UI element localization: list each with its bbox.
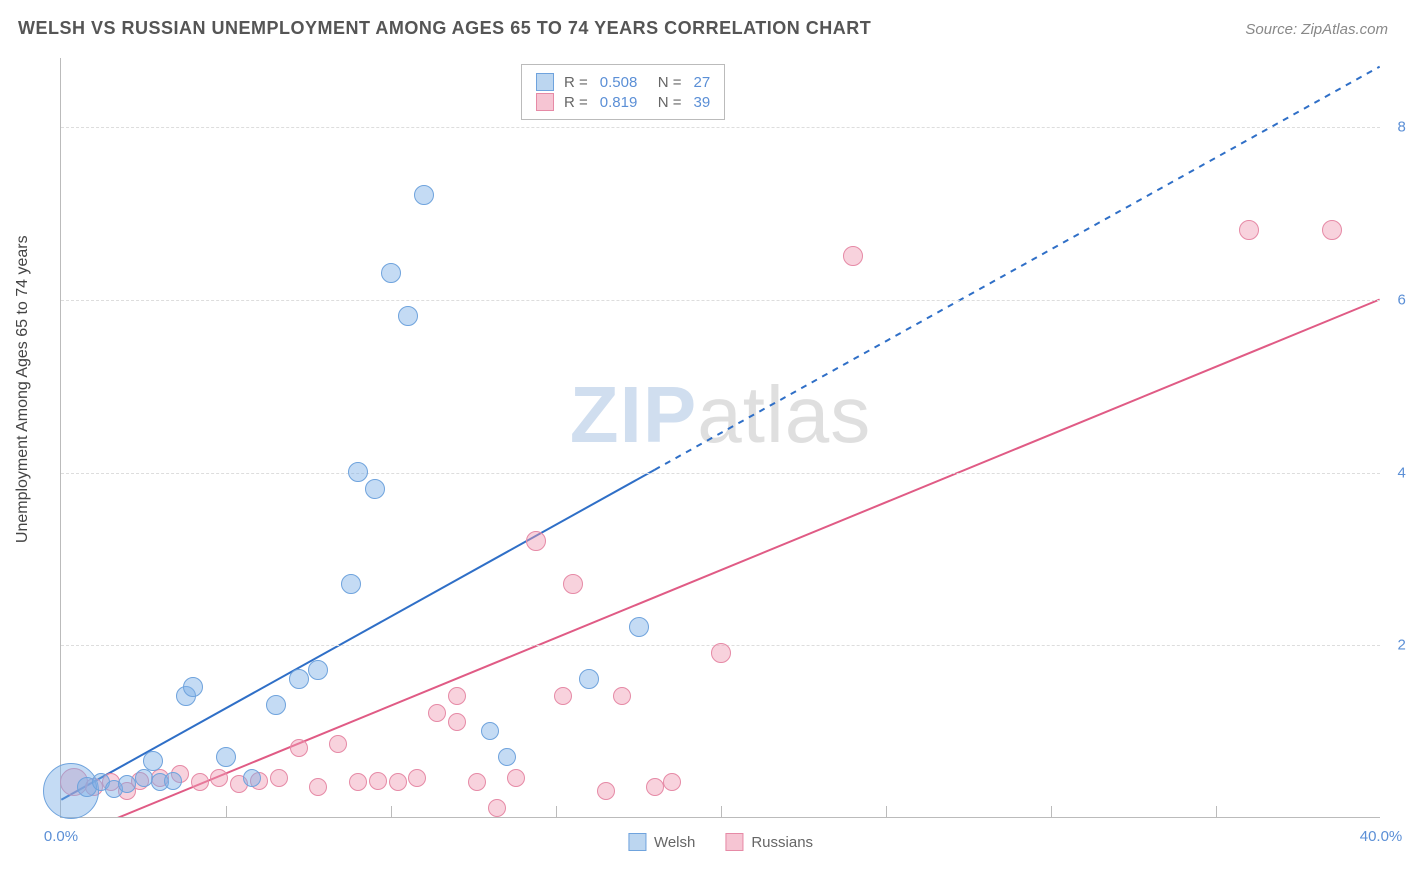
data-point-welsh [164, 772, 182, 790]
data-point-russians [428, 704, 446, 722]
data-point-russians [191, 773, 209, 791]
trend-line-russians [78, 300, 1380, 818]
n-label: N = [658, 74, 682, 91]
legend-item-russians: Russians [725, 833, 813, 851]
x-tick-mark [721, 806, 722, 818]
chart-title: WELSH VS RUSSIAN UNEMPLOYMENT AMONG AGES… [18, 18, 871, 39]
data-point-welsh [414, 185, 434, 205]
y-tick-label: 20.0% [1385, 637, 1406, 654]
stats-row-welsh: R = 0.508 N = 27 [536, 73, 710, 91]
data-point-russians [349, 773, 367, 791]
data-point-russians [389, 773, 407, 791]
x-tick-label: 0.0% [44, 828, 78, 845]
n-value-welsh: 27 [694, 74, 711, 91]
x-tick-mark [556, 806, 557, 818]
data-point-russians [1322, 220, 1342, 240]
source-attribution: Source: ZipAtlas.com [1245, 21, 1388, 39]
r-value-russians: 0.819 [600, 94, 648, 111]
data-point-welsh [143, 751, 163, 771]
x-tick-mark [1216, 806, 1217, 818]
x-tick-mark [886, 806, 887, 818]
n-value-russians: 39 [694, 94, 711, 111]
data-point-russians [270, 769, 288, 787]
data-point-russians [488, 799, 506, 817]
data-point-russians [507, 769, 525, 787]
data-point-russians [468, 773, 486, 791]
source-prefix: Source: [1245, 21, 1301, 38]
gridline-horizontal [61, 127, 1380, 128]
data-point-welsh [118, 775, 136, 793]
legend-swatch-welsh [628, 833, 646, 851]
r-label: R = [564, 94, 588, 111]
series-legend: Welsh Russians [628, 833, 813, 851]
data-point-russians [526, 531, 546, 551]
data-point-welsh [579, 669, 599, 689]
data-point-russians [329, 735, 347, 753]
data-point-russians [290, 739, 308, 757]
swatch-welsh [536, 73, 554, 91]
data-point-russians [210, 769, 228, 787]
stats-row-russians: R = 0.819 N = 39 [536, 93, 710, 111]
data-point-russians [309, 778, 327, 796]
watermark-part2: atlas [697, 370, 871, 459]
data-point-russians [448, 713, 466, 731]
y-tick-label: 40.0% [1385, 464, 1406, 481]
legend-label-welsh: Welsh [654, 834, 695, 851]
data-point-russians [711, 643, 731, 663]
legend-label-russians: Russians [751, 834, 813, 851]
r-value-welsh: 0.508 [600, 74, 648, 91]
data-point-russians [408, 769, 426, 787]
data-point-welsh [216, 747, 236, 767]
data-point-welsh [183, 677, 203, 697]
r-label: R = [564, 74, 588, 91]
data-point-welsh [381, 263, 401, 283]
data-point-welsh [398, 306, 418, 326]
data-point-russians [554, 687, 572, 705]
data-point-russians [613, 687, 631, 705]
watermark: ZIPatlas [570, 369, 871, 461]
data-point-welsh [135, 769, 153, 787]
data-point-welsh [481, 722, 499, 740]
data-point-welsh [289, 669, 309, 689]
y-axis-label: Unemployment Among Ages 65 to 74 years [14, 235, 32, 543]
data-point-russians [1239, 220, 1259, 240]
data-point-welsh [266, 695, 286, 715]
data-point-russians [448, 687, 466, 705]
n-label: N = [658, 94, 682, 111]
data-point-russians [597, 782, 615, 800]
trend-lines-layer [61, 58, 1380, 817]
gridline-horizontal [61, 473, 1380, 474]
data-point-russians [563, 574, 583, 594]
gridline-horizontal [61, 300, 1380, 301]
watermark-part1: ZIP [570, 370, 697, 459]
x-tick-label: 40.0% [1360, 828, 1403, 845]
data-point-welsh [348, 462, 368, 482]
data-point-welsh [341, 574, 361, 594]
y-tick-label: 60.0% [1385, 291, 1406, 308]
data-point-welsh [629, 617, 649, 637]
x-tick-mark [226, 806, 227, 818]
data-point-russians [843, 246, 863, 266]
data-point-welsh [308, 660, 328, 680]
data-point-russians [663, 773, 681, 791]
x-tick-mark [391, 806, 392, 818]
x-tick-mark [1051, 806, 1052, 818]
swatch-russians [536, 93, 554, 111]
legend-item-welsh: Welsh [628, 833, 695, 851]
data-point-welsh [365, 479, 385, 499]
source-name: ZipAtlas.com [1301, 21, 1388, 38]
data-point-welsh [498, 748, 516, 766]
correlation-stats-box: R = 0.508 N = 27 R = 0.819 N = 39 [521, 64, 725, 120]
y-tick-label: 80.0% [1385, 119, 1406, 136]
legend-swatch-russians [725, 833, 743, 851]
scatter-plot-area: ZIPatlas R = 0.508 N = 27 R = 0.819 N = … [60, 58, 1380, 818]
data-point-russians [369, 772, 387, 790]
data-point-russians [646, 778, 664, 796]
data-point-welsh [243, 769, 261, 787]
